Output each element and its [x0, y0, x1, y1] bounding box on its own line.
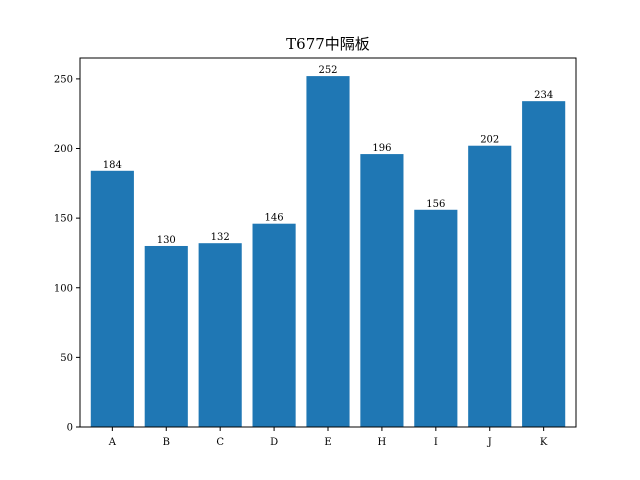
- x-tick-label: H: [378, 437, 387, 448]
- bar-value-label: 156: [426, 199, 445, 210]
- bar-D: [252, 223, 296, 427]
- y-tick-label: 250: [54, 74, 73, 85]
- x-tick-label: K: [540, 437, 548, 448]
- x-tick-label: E: [324, 437, 331, 448]
- plot-frame: [79, 57, 577, 428]
- x-tick-label: D: [270, 437, 278, 448]
- bar-value-label: 132: [211, 232, 230, 243]
- bar-K: [522, 101, 566, 428]
- bar-H: [360, 154, 404, 427]
- bar-value-label: 202: [480, 135, 499, 146]
- bar-A: [90, 170, 134, 428]
- bar-value-label: 252: [318, 65, 337, 76]
- x-tick-label: A: [108, 437, 117, 448]
- bar-J: [468, 145, 512, 427]
- bar-value-label: 196: [372, 143, 391, 154]
- bar-value-label: 130: [157, 235, 176, 246]
- y-axis: 0 50 100 150 200 250: [54, 74, 80, 434]
- bar-C: [198, 243, 242, 427]
- bar-I: [414, 209, 458, 427]
- x-tick-label: C: [216, 437, 224, 448]
- bar-B: [144, 245, 188, 427]
- y-tick-label: 100: [54, 283, 73, 294]
- bar-value-label: 146: [265, 213, 284, 224]
- x-tick-label: J: [487, 437, 492, 448]
- x-tick-label: B: [163, 437, 170, 448]
- bars-group: [90, 76, 566, 428]
- chart-title: T677中隔板: [286, 35, 370, 53]
- bar-value-label: 184: [103, 160, 122, 171]
- y-tick-label: 50: [60, 353, 73, 364]
- value-labels-group: 184 130 132 146 252 196 156 202 234: [103, 65, 553, 246]
- bar-value-label: 234: [534, 90, 553, 101]
- y-tick-label: 0: [67, 423, 73, 434]
- y-tick-label: 200: [54, 144, 73, 155]
- y-tick-label: 150: [54, 214, 73, 225]
- bar-E: [306, 76, 350, 427]
- x-tick-label: I: [434, 437, 438, 448]
